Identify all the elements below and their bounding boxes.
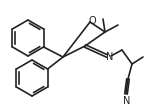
Text: O: O [88,16,96,26]
Text: N: N [106,52,114,62]
Text: N: N [123,96,131,106]
